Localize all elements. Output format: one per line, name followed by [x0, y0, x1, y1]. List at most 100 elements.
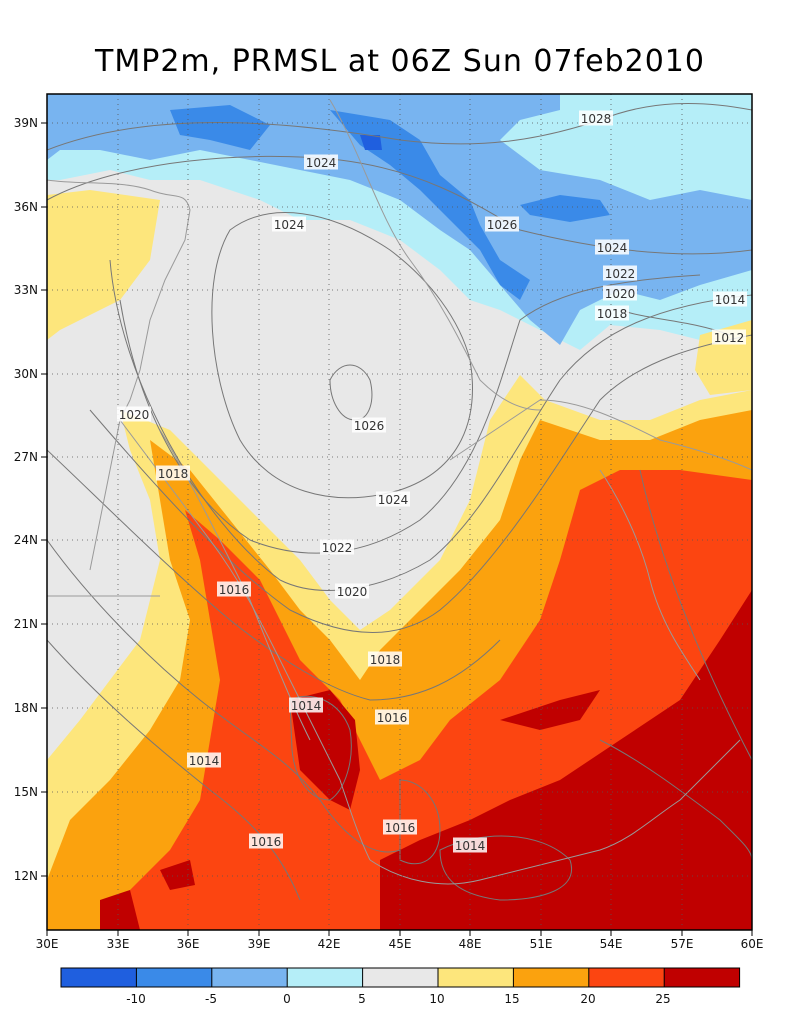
colorbar-label: -10 — [126, 992, 146, 1006]
colorbar-swatch — [513, 968, 589, 987]
colorbar-swatch — [61, 968, 137, 987]
lon-label: 57E — [671, 937, 694, 951]
colorbar-swatch — [211, 968, 288, 987]
lat-label: 27N — [14, 450, 38, 464]
lat-label: 33N — [14, 283, 38, 297]
latitude-labels: 39N 36N 33N 30N 27N 24N 21N 18N 15N 12N — [14, 116, 38, 883]
lat-label: 30N — [14, 367, 38, 381]
isobar-labels: 1028 1024 1024 1026 1024 1022 1020 1018 1014 1012… — [117, 110, 747, 853]
isobar-label: 1026 — [354, 419, 385, 433]
isobar-label-box — [383, 819, 417, 835]
isobar-label-box — [375, 709, 409, 725]
colorbar-swatch — [438, 968, 514, 987]
temperature-field-minus5-0 — [170, 105, 610, 300]
colorbar-label: -5 — [205, 992, 217, 1006]
lon-label: 60E — [741, 937, 764, 951]
temperature-field-over-30 — [100, 590, 752, 930]
colorbar-label: 5 — [358, 992, 366, 1006]
lat-label: 24N — [14, 533, 38, 547]
isobar-label: 1016 — [251, 835, 282, 849]
lon-label: 51E — [530, 937, 553, 951]
isobar-label-box — [304, 154, 338, 170]
isobar-label: 1014 — [455, 839, 486, 853]
isobar-label: 1018 — [158, 467, 189, 481]
isobar-label: 1018 — [597, 307, 628, 321]
isobar-label: 1012 — [714, 331, 745, 345]
colorbar — [60, 967, 741, 988]
colorbar-swatch — [664, 968, 740, 987]
isobar-label: 1020 — [119, 408, 150, 422]
colorbar-swatch — [287, 968, 363, 987]
isobar-label: 1014 — [189, 754, 220, 768]
isobar-label: 1018 — [370, 653, 401, 667]
lon-label: 30E — [36, 937, 59, 951]
isobar-label-box — [217, 581, 251, 597]
isobar-label-box — [272, 216, 306, 232]
isobar-label-box — [579, 110, 613, 126]
axis-ticks — [41, 122, 753, 936]
longitude-labels: 30E 33E 36E 39E 42E 45E 48E 51E 54E 57E … — [36, 937, 764, 951]
isobar-label: 1024 — [378, 493, 409, 507]
colorbar-frame — [60, 967, 741, 988]
isobar-label: 1024 — [597, 241, 628, 255]
lon-label: 54E — [600, 937, 623, 951]
isobar-label-box — [320, 539, 354, 555]
isobar-label: 1024 — [274, 218, 305, 232]
isobar-label-box — [595, 239, 629, 255]
isobar-label-box — [156, 465, 190, 481]
isobar-label: 1024 — [306, 156, 337, 170]
lat-label: 15N — [14, 785, 38, 799]
isobar-label: 1026 — [487, 218, 518, 232]
colorbar-label: 0 — [283, 992, 291, 1006]
colorbar-swatch — [362, 968, 438, 987]
colorbar-label: 15 — [504, 992, 519, 1006]
isobar-label: 1022 — [605, 267, 636, 281]
isobar-label: 1016 — [385, 821, 416, 835]
isobar-label-box — [595, 305, 629, 321]
isobar-label-box — [603, 265, 637, 281]
isobar-label-box — [712, 329, 746, 345]
colorbar-swatch — [136, 968, 212, 987]
lat-label: 12N — [14, 869, 38, 883]
temperature-field-15-20-band — [47, 190, 160, 340]
isobar-label-box — [485, 216, 519, 232]
lon-label: 36E — [177, 937, 200, 951]
colorbar-swatch — [588, 968, 665, 987]
isobar-label: 1014 — [715, 293, 746, 307]
colorbar-labels: -10 -5 0 5 10 15 20 25 — [126, 992, 670, 1006]
coastlines — [47, 99, 752, 885]
lat-label: 21N — [14, 617, 38, 631]
lon-label: 33E — [107, 937, 130, 951]
lon-label: 48E — [459, 937, 482, 951]
lon-label: 42E — [318, 937, 341, 951]
colorbar-label: 10 — [429, 992, 444, 1006]
lon-label: 39E — [248, 937, 271, 951]
lon-label: 45E — [389, 937, 412, 951]
isobar-label: 1016 — [377, 711, 408, 725]
isobar-label-box — [603, 285, 637, 301]
lat-label: 36N — [14, 200, 38, 214]
isobar-label: 1020 — [337, 585, 368, 599]
isobar-label-box — [368, 651, 402, 667]
colorbar-label: 20 — [580, 992, 595, 1006]
isobar-label-box — [453, 837, 487, 853]
temperature-field-0-5 — [47, 94, 752, 345]
isobar-label: 1014 — [291, 699, 322, 713]
isobar-label-box — [249, 833, 283, 849]
isobar-label-box — [187, 752, 221, 768]
lat-label: 39N — [14, 116, 38, 130]
isobar-label-box — [713, 291, 747, 307]
isobar-label: 1022 — [322, 541, 353, 555]
isobar-label-box — [352, 417, 386, 433]
isobar-label-box — [335, 583, 369, 599]
map-title: TMP2m, PRMSL at 06Z Sun 07feb2010 — [95, 44, 705, 79]
isobar-label-box — [376, 491, 410, 507]
isobar-label: 1016 — [219, 583, 250, 597]
temperature-field-minus10-minus5 — [360, 135, 382, 150]
isobar-label: 1028 — [581, 112, 612, 126]
isobar-label-box — [117, 406, 151, 422]
colorbar-label: 25 — [655, 992, 670, 1006]
lat-label: 18N — [14, 701, 38, 715]
isobar-label: 1020 — [605, 287, 636, 301]
